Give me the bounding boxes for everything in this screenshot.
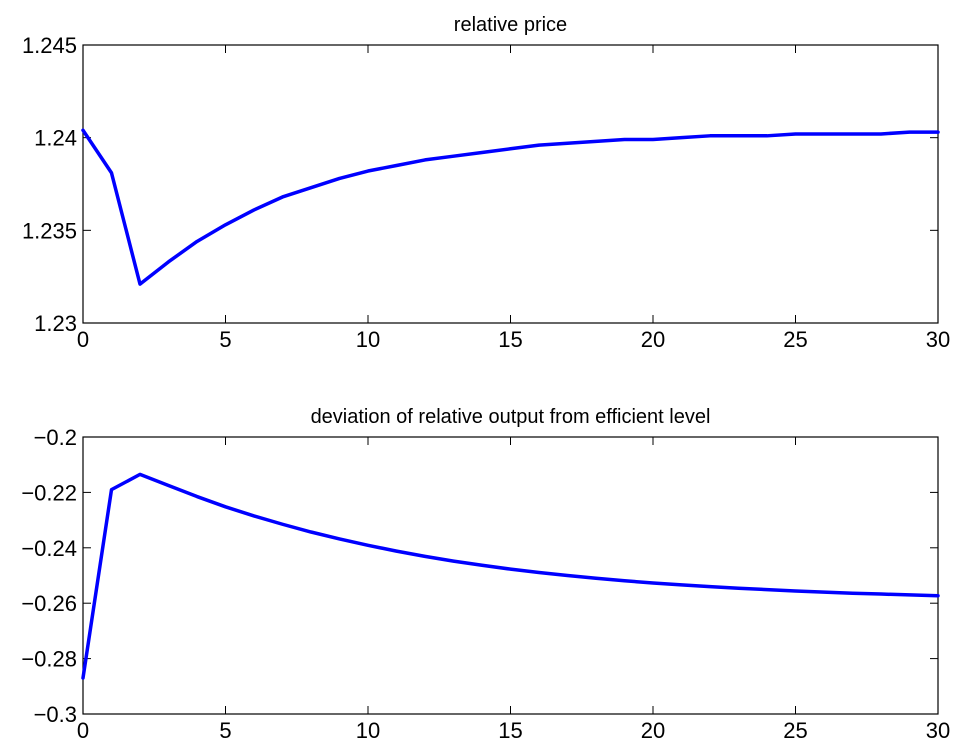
series-marks xyxy=(81,472,940,680)
x-tick-label: 5 xyxy=(219,718,231,743)
chart-title: relative price xyxy=(454,14,567,36)
y-tick-label: −0.2 xyxy=(34,425,77,450)
x-tick-label: 0 xyxy=(77,327,89,352)
y-tick-label: −0.24 xyxy=(21,536,77,561)
y-tick-label: 1.24 xyxy=(34,126,77,151)
plot-area xyxy=(82,44,939,324)
relative-price-chart: relative price 0 5 10 15 20 25 30 1.23 1.235 1.24… xyxy=(22,14,950,352)
relative-output-deviation-chart: deviation of relative output from effici… xyxy=(21,406,950,743)
x-tick-label: 10 xyxy=(356,327,380,352)
x-tick-label: 30 xyxy=(926,718,950,743)
y-tick-label: −0.26 xyxy=(21,591,77,616)
y-tick-label: 1.23 xyxy=(34,311,77,336)
x-tick-label: 25 xyxy=(783,327,807,352)
plot-area xyxy=(82,436,939,715)
x-tick-label: 30 xyxy=(926,327,950,352)
x-tick-label: 20 xyxy=(641,327,665,352)
series-marks xyxy=(81,128,940,286)
y-tick-label: −0.22 xyxy=(21,480,77,505)
x-tick-label: 15 xyxy=(498,327,522,352)
x-tick-label: 15 xyxy=(498,718,522,743)
ticks: 0 5 10 15 20 25 30 −0.3 −0.28 −0.26 −0.24 −0.22 −0.2 xyxy=(21,425,950,743)
x-tick-label: 20 xyxy=(641,718,665,743)
y-tick-label: 1.235 xyxy=(22,218,77,243)
chart-title: deviation of relative output from effici… xyxy=(311,406,711,428)
x-tick-label: 0 xyxy=(77,718,89,743)
ticks: 0 5 10 15 20 25 30 1.23 1.235 1.24 1.245 xyxy=(22,33,950,352)
y-tick-label: −0.28 xyxy=(21,647,77,672)
x-tick-label: 25 xyxy=(783,718,807,743)
y-tick-label: 1.245 xyxy=(22,33,77,58)
x-tick-label: 10 xyxy=(356,718,380,743)
y-tick-label: −0.3 xyxy=(34,702,77,727)
x-tick-label: 5 xyxy=(219,327,231,352)
